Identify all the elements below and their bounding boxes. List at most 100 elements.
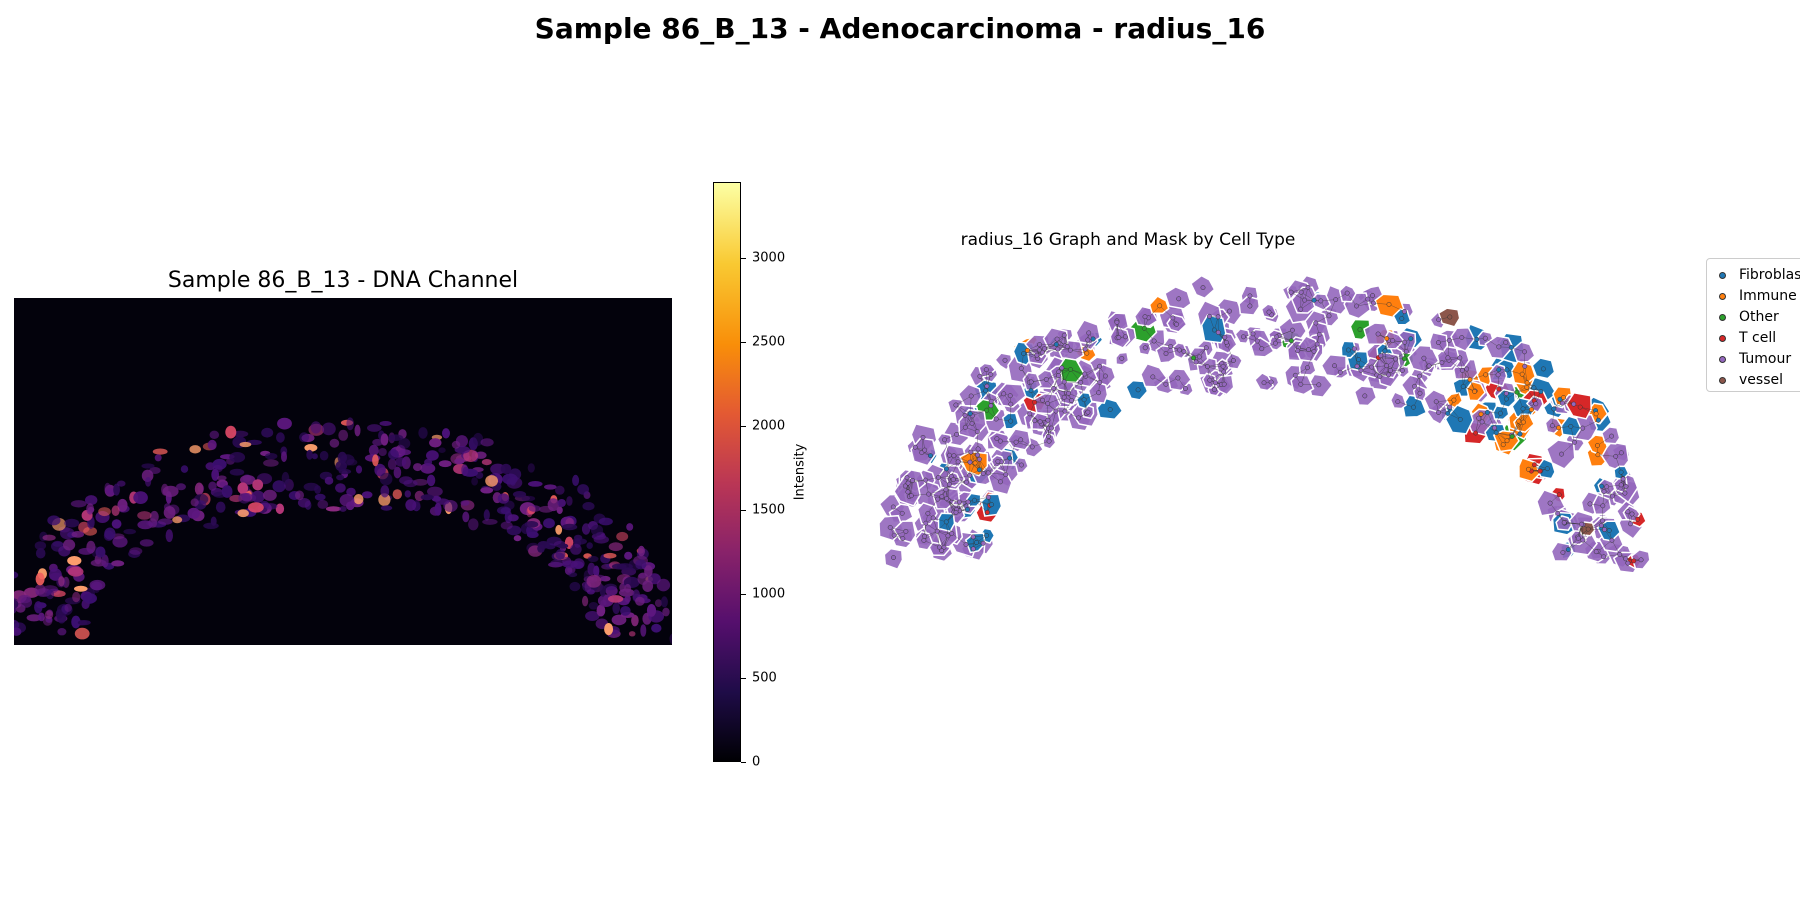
graph-node — [1378, 353, 1384, 359]
graph-node — [951, 453, 957, 459]
graph-node — [1402, 339, 1408, 345]
graph-node — [970, 546, 976, 552]
graph-node — [980, 471, 986, 476]
graph-node — [1176, 296, 1182, 302]
graph-node — [1046, 433, 1051, 439]
graph-node — [1447, 314, 1453, 320]
graph-edge — [988, 472, 1006, 475]
graph-node — [1478, 411, 1484, 417]
dna-nucleus — [500, 463, 512, 474]
dna-nucleus — [380, 433, 389, 446]
dna-channel-svg — [14, 417, 672, 645]
graph-node — [1622, 490, 1628, 496]
graph-node — [970, 534, 976, 540]
dna-nucleus — [635, 596, 645, 606]
graph-node — [1135, 387, 1141, 393]
dna-nucleus — [480, 487, 494, 494]
colorbar-tick-label: 0 — [752, 754, 761, 770]
dna-nucleus — [272, 480, 286, 493]
graph-node — [1555, 510, 1561, 516]
graph-node — [1540, 366, 1546, 372]
graph-node — [1081, 397, 1087, 403]
graph-node — [972, 460, 978, 466]
dna-nucleus — [442, 428, 450, 439]
graph-edge — [979, 459, 989, 474]
graph-node — [1107, 407, 1113, 412]
graph-node — [954, 431, 960, 437]
graph-edge — [1047, 388, 1054, 404]
dna-nucleus — [637, 572, 649, 585]
graph-node — [1457, 355, 1463, 361]
graph-node — [1292, 372, 1298, 378]
graph-node — [984, 383, 990, 389]
dna-nucleus — [607, 595, 624, 603]
graph-node — [1163, 381, 1169, 387]
graph-node — [1436, 409, 1441, 415]
graph-node — [1170, 315, 1176, 321]
dna-nucleus — [460, 500, 470, 506]
graph-node — [1086, 330, 1092, 336]
dna-nucleus — [133, 491, 148, 504]
graph-node — [1175, 375, 1181, 381]
figure-suptitle: Sample 86_B_13 - Adenocarcinoma - radius… — [534, 12, 1266, 45]
graph-node — [1056, 373, 1061, 378]
graph-node — [887, 524, 893, 530]
graph-node — [1565, 547, 1571, 553]
graph-edge — [1524, 366, 1528, 383]
graph-edge — [1023, 349, 1040, 354]
graph-edge — [951, 461, 959, 477]
dna-nucleus — [620, 606, 631, 616]
graph-node — [1600, 503, 1606, 509]
graph-edge — [1300, 299, 1315, 310]
graph-node — [1617, 551, 1623, 557]
graph-node — [1625, 560, 1631, 566]
graph-node — [1351, 346, 1357, 352]
graph-node — [989, 502, 995, 508]
graph-node — [1191, 355, 1196, 361]
graph-edge — [1494, 413, 1501, 428]
graph-edge — [970, 409, 987, 414]
graph-node — [1408, 336, 1414, 342]
graph-node — [1084, 350, 1090, 356]
graph-nodes — [887, 284, 1644, 566]
graph-node — [930, 515, 936, 521]
dna-nucleus — [14, 571, 19, 579]
graph-edge — [1462, 368, 1467, 387]
graph-edge — [1392, 340, 1407, 352]
graph-edge — [1116, 322, 1120, 338]
graph-node — [1046, 438, 1052, 444]
graph-node — [1200, 285, 1206, 291]
graph-node — [1116, 335, 1122, 340]
graph-node — [1223, 339, 1229, 345]
graph-node — [1495, 372, 1501, 378]
dna-nucleus — [263, 459, 279, 467]
graph-node — [1484, 409, 1490, 415]
graph-node — [1426, 363, 1432, 369]
dna-nucleus — [624, 551, 633, 560]
graph-node — [1268, 379, 1274, 385]
graph-node — [963, 542, 969, 547]
graph-edge — [1413, 393, 1421, 408]
dna-nucleus — [395, 457, 407, 467]
graph-node — [1594, 443, 1600, 448]
graph-node — [1388, 368, 1393, 373]
graph-node — [1250, 331, 1256, 337]
dna-nucleus — [426, 450, 439, 461]
dna-nucleus — [660, 596, 668, 608]
dna-nucleus — [566, 496, 573, 506]
dna-nucleus — [139, 539, 154, 547]
graph-node — [963, 479, 969, 485]
graph-node — [1416, 373, 1422, 379]
graph-edge — [974, 500, 988, 513]
dna-nucleus — [137, 511, 152, 520]
graph-node — [1302, 297, 1308, 303]
legend-label: Other — [1739, 309, 1779, 325]
graph-node — [1211, 387, 1217, 393]
colorbar-tick-label: 1500 — [752, 502, 786, 518]
graph-node — [1401, 309, 1407, 314]
dna-nucleus — [208, 481, 217, 491]
dna-nucleus — [543, 518, 555, 529]
dna-nucleus — [83, 593, 97, 604]
graph-node — [977, 373, 983, 379]
cell-graph-svg — [878, 274, 1651, 574]
